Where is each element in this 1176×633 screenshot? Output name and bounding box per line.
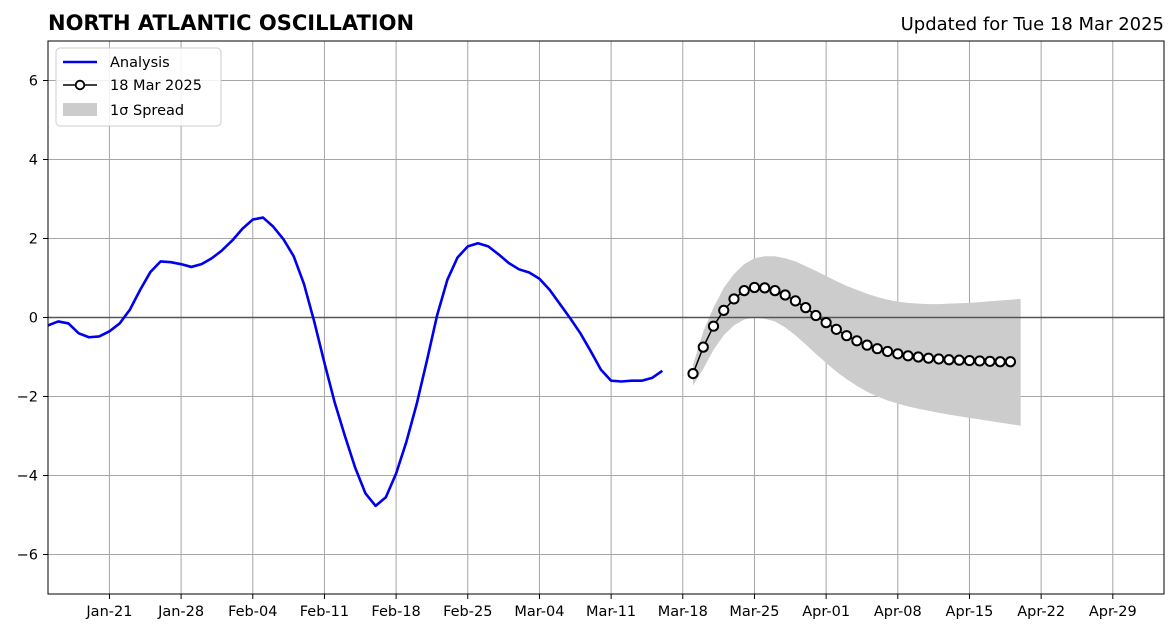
- forecast-point: [718, 304, 730, 316]
- forecast-point: [953, 354, 965, 366]
- forecast-point: [851, 335, 863, 347]
- axes: Jan-21 Jan-28 Feb-04 Feb-11 Feb-18 Feb-25 Mar-…: [17, 40, 1165, 620]
- forecast-point: [779, 289, 791, 301]
- x-tick-label: Jan-21: [85, 604, 132, 620]
- x-tick-label: Feb-04: [228, 604, 277, 620]
- x-tick-label: Apr-08: [874, 604, 922, 620]
- series-group: [48, 216, 1017, 508]
- legend-forecast-label: 18 Mar 2025: [110, 78, 202, 94]
- forecast-point: [728, 293, 740, 305]
- forecast-point: [748, 281, 761, 294]
- legend-spread-label: 1σ Spread: [110, 103, 184, 119]
- forecast-point: [769, 285, 781, 297]
- y-tick-label: 4: [29, 153, 38, 169]
- forecast-point: [902, 350, 914, 362]
- forecast-point: [1004, 356, 1017, 368]
- forecast-point: [707, 320, 720, 332]
- x-tick-label: Mar-11: [586, 604, 636, 620]
- x-tick-label: Feb-25: [443, 604, 492, 620]
- x-tick-label: Apr-22: [1017, 604, 1065, 620]
- legend-spread-swatch: [63, 103, 97, 116]
- forecast-point: [697, 341, 709, 353]
- forecast-point: [861, 339, 873, 351]
- forecast-point: [810, 309, 822, 322]
- forecast-point: [759, 282, 771, 294]
- x-tick-label: Mar-18: [658, 604, 708, 620]
- forecast-point: [943, 354, 955, 366]
- forecast-point: [963, 354, 976, 367]
- forecast-point: [830, 323, 842, 335]
- forecast-point: [881, 345, 894, 358]
- plot-frame: [47, 40, 1165, 595]
- forecast-point: [922, 352, 935, 364]
- analysis-line: [48, 216, 664, 508]
- forecast-point: [912, 351, 924, 363]
- y-tick-label: 6: [29, 74, 38, 90]
- y-tick-label: 0: [29, 311, 38, 327]
- y-tick-label: −4: [17, 469, 38, 485]
- forecast-point: [800, 302, 812, 314]
- chart-title: NORTH ATLANTIC OSCILLATION: [48, 11, 414, 35]
- forecast-point: [994, 356, 1006, 368]
- forecast-point: [738, 285, 750, 297]
- legend: Analysis 18 Mar 2025 1σ Spread: [55, 47, 222, 127]
- y-tick-label: 2: [29, 232, 38, 248]
- legend-box: [55, 47, 222, 127]
- forecast-point: [984, 355, 996, 367]
- forecast-point: [974, 355, 986, 367]
- chart-subtitle: Updated for Tue 18 Mar 2025: [901, 14, 1164, 35]
- forecast-point: [871, 343, 883, 355]
- x-tick-label: Apr-15: [946, 604, 994, 620]
- forecast-point: [789, 295, 802, 307]
- x-tick-label: Jan-28: [157, 604, 204, 620]
- forecast-point: [687, 367, 699, 380]
- y-tick-label: −2: [17, 390, 38, 406]
- forecast-point: [933, 353, 945, 365]
- x-tick-label: Mar-25: [729, 604, 779, 620]
- x-tick-label: Apr-29: [1089, 604, 1137, 620]
- legend-analysis-label: Analysis: [110, 55, 170, 71]
- y-tick-label: −6: [17, 548, 38, 564]
- x-tick-label: Feb-11: [300, 604, 349, 620]
- forecast-point: [841, 330, 853, 342]
- x-tick-label: Apr-01: [802, 604, 850, 620]
- legend-forecast-marker: [74, 79, 86, 91]
- x-tick-label: Feb-18: [371, 604, 420, 620]
- forecast-point: [820, 317, 832, 329]
- x-tick-label: Mar-04: [514, 604, 564, 620]
- forecast-point: [892, 348, 904, 360]
